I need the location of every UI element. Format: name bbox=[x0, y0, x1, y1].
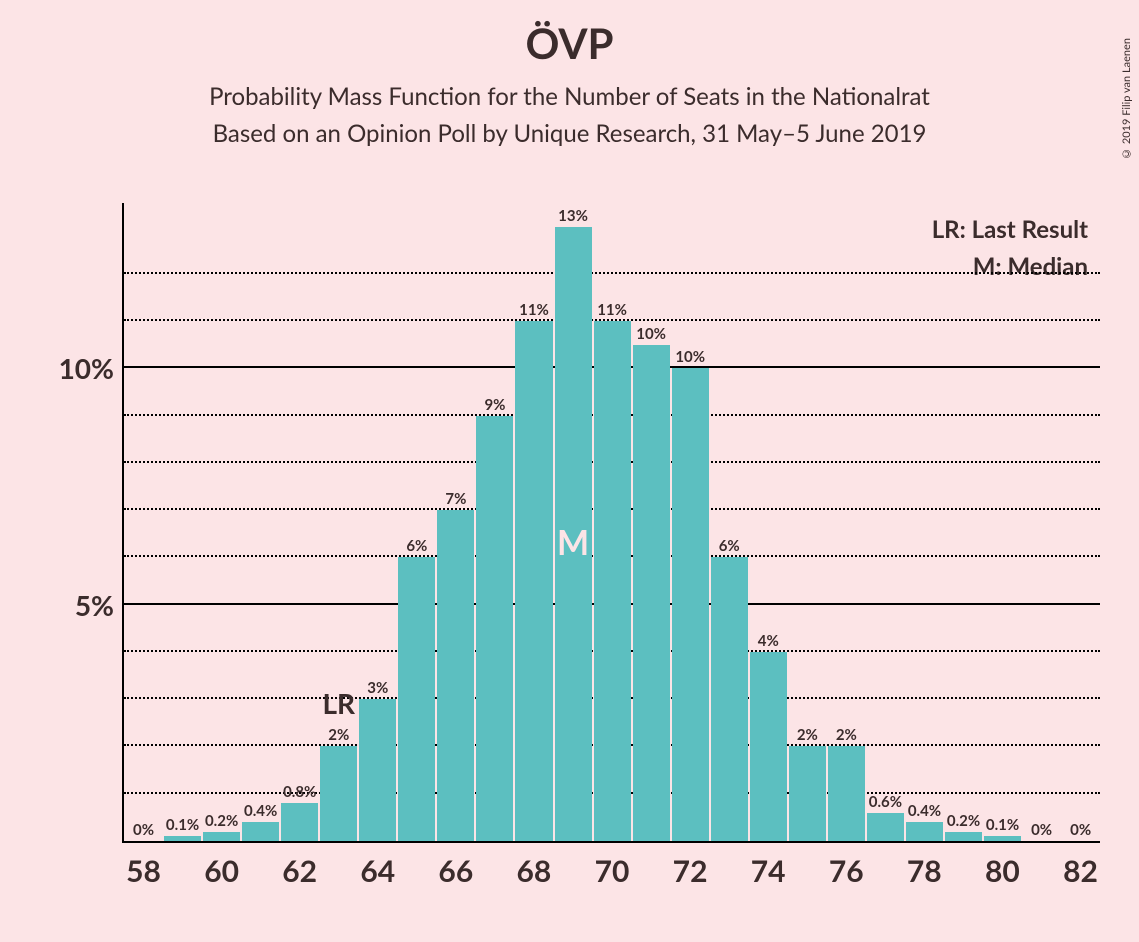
bar-slot: 2% bbox=[788, 203, 827, 841]
bar-value-label: 2% bbox=[328, 726, 349, 744]
x-axis-label: 60 bbox=[204, 853, 239, 889]
x-axis-label: 82 bbox=[1063, 853, 1098, 889]
bar-slot: 6% bbox=[710, 203, 749, 841]
subtitle-line-2: Based on an Opinion Poll by Unique Resea… bbox=[0, 115, 1139, 152]
bar-slot: 0.2% bbox=[202, 203, 241, 841]
bar-slot: 11% bbox=[593, 203, 632, 841]
last-result-marker: LR bbox=[322, 686, 355, 720]
bar-slot: 7% bbox=[436, 203, 475, 841]
bar: 9% bbox=[476, 416, 513, 841]
bar-value-label: 2% bbox=[797, 726, 818, 744]
x-axis-label: 66 bbox=[438, 853, 473, 889]
bar: 0.8% bbox=[281, 803, 318, 841]
bar-slot: 6% bbox=[397, 203, 436, 841]
bar: 0.1% bbox=[984, 836, 1021, 841]
bar-value-label: 0.4% bbox=[908, 802, 941, 820]
x-axis-label: 78 bbox=[907, 853, 942, 889]
bar-slot: 3% bbox=[358, 203, 397, 841]
y-axis-label: 10% bbox=[59, 351, 114, 385]
bars-container: 0%0.1%0.2%0.4%0.8%2%LR3%6%7%9%11%13%M11%… bbox=[124, 203, 1100, 841]
x-axis-label: 70 bbox=[595, 853, 630, 889]
bar-value-label: 9% bbox=[484, 396, 505, 414]
bar-value-label: 13% bbox=[558, 207, 588, 225]
bar-slot: 11% bbox=[514, 203, 553, 841]
bar: 10% bbox=[633, 345, 670, 841]
bar-value-label: 11% bbox=[519, 301, 549, 319]
bar-slot: 0.2% bbox=[944, 203, 983, 841]
y-axis-label: 5% bbox=[75, 588, 114, 622]
bar-slot: 0.4% bbox=[905, 203, 944, 841]
bar: 0.2% bbox=[945, 832, 982, 841]
x-axis-label: 64 bbox=[360, 853, 395, 889]
bar-slot: 0% bbox=[124, 203, 163, 841]
bar-value-label: 2% bbox=[836, 726, 857, 744]
x-axis-label: 74 bbox=[751, 853, 786, 889]
bar: 11% bbox=[515, 321, 552, 841]
bar-value-label: 0.1% bbox=[986, 816, 1019, 834]
bar: 0.4% bbox=[242, 822, 279, 841]
bar: 4% bbox=[750, 652, 787, 841]
bar: 6% bbox=[398, 557, 435, 841]
bar-value-label: 10% bbox=[675, 348, 705, 366]
bar-value-label: 0.6% bbox=[869, 793, 902, 811]
bar: 11% bbox=[594, 321, 631, 841]
bar-slot: 0% bbox=[1061, 203, 1100, 841]
bar-slot: 0.1% bbox=[163, 203, 202, 841]
median-marker: M bbox=[557, 522, 589, 563]
bar: 0.4% bbox=[906, 822, 943, 841]
bar-value-label: 0.4% bbox=[244, 802, 277, 820]
bar-value-label: 0.8% bbox=[283, 783, 316, 801]
bar-slot: 13% M bbox=[554, 203, 593, 841]
bar-value-label: 4% bbox=[758, 632, 779, 650]
bar-slot: 4% bbox=[749, 203, 788, 841]
bar-value-label: 6% bbox=[719, 537, 740, 555]
x-axis-label: 72 bbox=[673, 853, 708, 889]
bar-value-label: 0.2% bbox=[205, 812, 238, 830]
bar: 13%M bbox=[555, 227, 592, 841]
bar: 7% bbox=[437, 510, 474, 841]
bar: 0.1% bbox=[164, 836, 201, 841]
bar: 2% bbox=[789, 746, 826, 841]
bar: 6% bbox=[711, 557, 748, 841]
plot-region: LR: Last Result M: Median 5%10%0%0.1%0.2… bbox=[122, 203, 1100, 843]
x-axis-label: 68 bbox=[517, 853, 552, 889]
bar-value-label: 10% bbox=[636, 325, 666, 343]
bar-value-label: 0% bbox=[1031, 821, 1052, 839]
chart-title: ÖVP bbox=[0, 18, 1139, 68]
bar-slot: 9% bbox=[475, 203, 514, 841]
bar-slot: 0% bbox=[1022, 203, 1061, 841]
subtitle-line-1: Probability Mass Function for the Number… bbox=[0, 78, 1139, 115]
x-axis-label: 62 bbox=[282, 853, 317, 889]
bar-value-label: 0% bbox=[1070, 821, 1091, 839]
bar-slot: 0.4% bbox=[241, 203, 280, 841]
bar-value-label: 0.1% bbox=[166, 816, 199, 834]
bar: 0.2% bbox=[203, 832, 240, 841]
bar: 3% bbox=[359, 699, 396, 841]
bar-slot: 0.6% bbox=[866, 203, 905, 841]
bar-value-label: 11% bbox=[597, 301, 627, 319]
bar-value-label: 6% bbox=[406, 537, 427, 555]
copyright-text: © 2019 Filip van Laenen bbox=[1120, 38, 1133, 160]
bar-value-label: 3% bbox=[367, 679, 388, 697]
bar: 2%LR bbox=[320, 746, 357, 841]
x-axis-label: 76 bbox=[829, 853, 864, 889]
bar-slot: 2% LR bbox=[319, 203, 358, 841]
bar-value-label: 7% bbox=[445, 490, 466, 508]
bar-slot: 0.8% bbox=[280, 203, 319, 841]
chart-area: LR: Last Result M: Median 5%10%0%0.1%0.2… bbox=[60, 203, 1120, 903]
bar: 10% bbox=[672, 368, 709, 841]
bar-value-label: 0% bbox=[133, 821, 154, 839]
bar: 0.6% bbox=[867, 813, 904, 841]
bar-value-label: 0.2% bbox=[947, 812, 980, 830]
bar-slot: 10% bbox=[671, 203, 710, 841]
bar-slot: 10% bbox=[632, 203, 671, 841]
bar-slot: 0.1% bbox=[983, 203, 1022, 841]
bar-slot: 2% bbox=[827, 203, 866, 841]
x-axis-label: 80 bbox=[985, 853, 1020, 889]
x-axis-label: 58 bbox=[126, 853, 161, 889]
bar: 2% bbox=[828, 746, 865, 841]
chart-subtitle: Probability Mass Function for the Number… bbox=[0, 78, 1139, 152]
